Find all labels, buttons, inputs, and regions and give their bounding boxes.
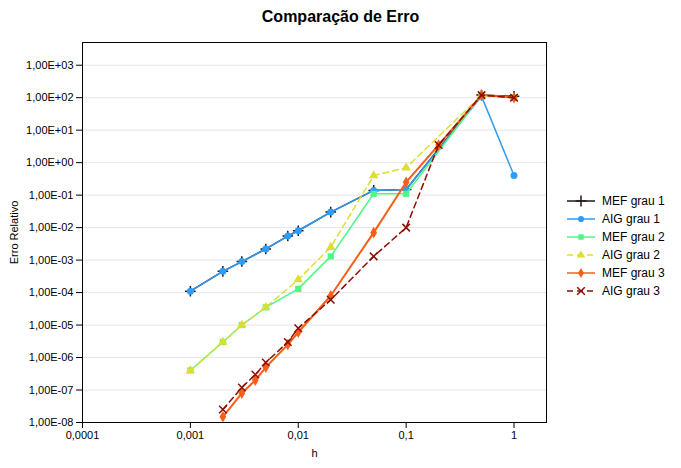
svg-text:1,00E+02: 1,00E+02 [26, 91, 73, 103]
svg-text:1,00E+01: 1,00E+01 [26, 124, 73, 136]
svg-text:h: h [311, 447, 317, 459]
svg-text:1,00E-03: 1,00E-03 [29, 254, 74, 266]
svg-text:1,00E-07: 1,00E-07 [29, 384, 74, 396]
svg-text:0,001: 0,001 [177, 429, 205, 441]
svg-text:0,0001: 0,0001 [66, 429, 100, 441]
svg-text:1,00E+00: 1,00E+00 [26, 156, 73, 168]
html-text:Comparação de Erro: Comparação de Erro [261, 8, 420, 25]
html-text:AIG grau 3: AIG grau 3 [602, 284, 660, 298]
html-text:MEF grau 1: MEF grau 1 [602, 194, 665, 208]
svg-text:1,00E-06: 1,00E-06 [29, 351, 74, 363]
svg-text:Erro Relativo: Erro Relativo [8, 201, 20, 265]
svg-text:1,00E+03: 1,00E+03 [26, 59, 73, 71]
html-text:AIG grau 2: AIG grau 2 [602, 248, 660, 262]
svg-text:1,00E-04: 1,00E-04 [29, 286, 74, 298]
svg-text:1,00E-08: 1,00E-08 [29, 416, 74, 428]
svg-text:1,00E-05: 1,00E-05 [29, 319, 74, 331]
svg-text:0,1: 0,1 [398, 429, 413, 441]
svg-text:1: 1 [511, 429, 517, 441]
html-text:MEF grau 3: MEF grau 3 [602, 266, 665, 280]
html-text:MEF grau 2: MEF grau 2 [602, 230, 665, 244]
svg-text:1,00E-01: 1,00E-01 [29, 189, 74, 201]
svg-text:1,00E-02: 1,00E-02 [29, 221, 74, 233]
svg-text:0,01: 0,01 [288, 429, 309, 441]
html-text:AIG grau 1: AIG grau 1 [602, 212, 660, 226]
